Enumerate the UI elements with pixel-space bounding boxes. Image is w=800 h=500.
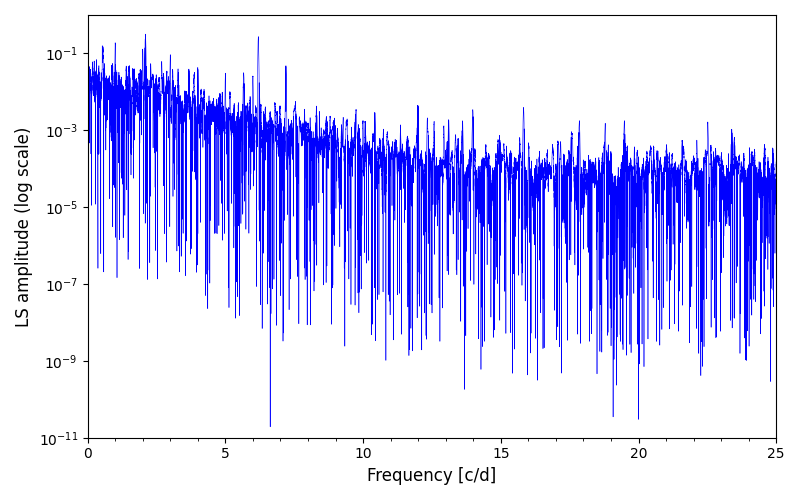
Y-axis label: LS amplitude (log scale): LS amplitude (log scale) <box>15 126 33 326</box>
X-axis label: Frequency [c/d]: Frequency [c/d] <box>367 467 497 485</box>
